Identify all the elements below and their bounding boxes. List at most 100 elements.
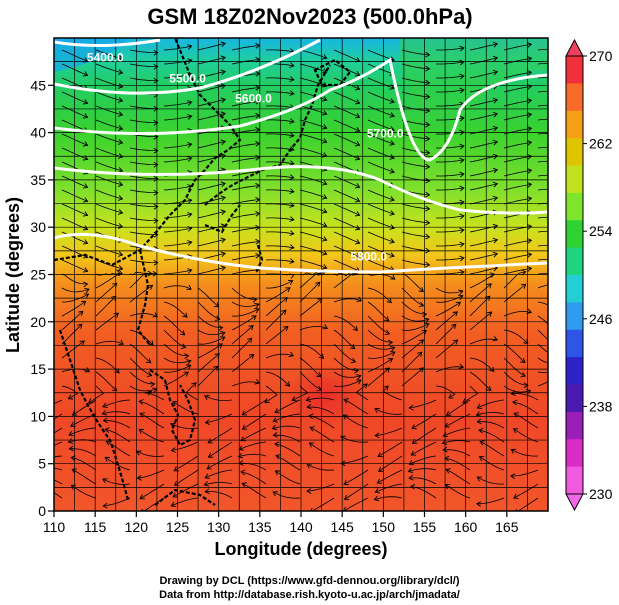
streamline-arrow [526,125,533,132]
streamline [138,429,165,443]
streamline [333,298,362,303]
streamline [72,399,97,416]
streamline [537,90,548,93]
streamline [367,77,395,89]
streamline [299,371,322,391]
contour-label: 5700.0 [367,126,404,140]
streamline [469,71,498,79]
streamline-arrow [520,357,526,364]
streamline-arrow [562,47,566,52]
streamline-arrow [71,468,77,474]
streamline [401,301,427,315]
streamline-arrow [204,473,210,479]
streamline-arrow [354,225,361,231]
streamline [469,57,498,65]
streamline [401,339,424,359]
streamline [435,323,457,345]
streamline [401,91,430,98]
streamline-arrow [82,71,89,77]
streamline-arrow [104,427,110,433]
colorbar-segment [566,220,583,249]
streamline-arrow [117,111,124,117]
streamline-arrow [274,470,281,476]
streamline [274,399,301,413]
streamline [299,281,321,303]
streamline-arrow [77,323,83,329]
streamline [537,244,548,247]
streamline [469,43,498,51]
streamline [129,175,158,179]
streamline [61,287,90,293]
streamline [401,133,430,140]
streamline-arrow [425,65,431,72]
streamline [510,469,539,477]
streamline-arrow [520,283,527,289]
streamline-arrow [411,438,418,444]
streamline-arrow [67,438,74,444]
streamline [72,469,97,485]
streamline-arrow [343,494,350,500]
streamline [537,381,548,387]
streamline [307,406,335,415]
streamline [265,245,294,249]
streamline [309,442,335,457]
streamline [163,371,189,387]
streamline [537,118,548,121]
streamline-arrow [254,379,261,385]
streamline [436,117,464,121]
streamline [309,427,335,443]
streamline-arrow [354,239,361,245]
colorbar: 270 262 254 246 238 230 [565,38,613,512]
streamline [333,105,360,118]
streamline-arrow [520,372,526,378]
streamline-arrow [272,417,278,423]
streamline-arrow [153,259,159,266]
streamline [129,329,154,346]
streamline-arrow [138,399,144,405]
streamline-arrow [220,331,226,337]
streamline-arrow [322,138,328,144]
streamline [401,273,424,292]
streamline-arrow [322,68,328,74]
streamline-arrow [289,188,295,194]
streamline [513,428,539,443]
streamline-arrow [241,482,247,488]
streamline [299,259,327,269]
streamline [265,119,294,123]
streamline-arrow [459,185,465,192]
streamline [54,479,63,485]
asia-coastline [54,38,242,267]
x-tick-label: 145 [330,519,354,535]
streamline-arrow [117,167,124,173]
streamline-arrow [172,492,178,498]
streamline-arrow [562,145,566,150]
streamline [382,385,403,401]
streamline [129,189,158,193]
streamline [479,441,505,457]
x-tick-label: 125 [166,519,190,535]
streamline [367,358,393,373]
streamline-arrow [478,427,484,434]
streamline [469,141,498,149]
streamline-arrow [459,143,465,150]
streamline-arrow [562,243,566,248]
streamline-arrow [425,163,431,170]
streamline [129,105,158,109]
streamline [95,161,123,172]
streamline-arrow [562,173,566,178]
streamline-arrow [555,344,560,349]
streamline [469,283,492,303]
streamline-arrow [425,79,431,86]
streamline [265,259,294,263]
streamline [163,45,192,51]
y-tick-label: 20 [30,314,46,330]
streamline [129,63,158,67]
streamline-arrow [513,493,519,499]
colorbar-bottom-triangle [565,493,584,512]
streamline [503,197,532,205]
colorbar-segment [566,466,583,495]
streamline-arrow [389,238,395,244]
streamline-arrow [459,129,465,136]
streamline-arrow [513,412,519,418]
streamline [163,227,192,233]
